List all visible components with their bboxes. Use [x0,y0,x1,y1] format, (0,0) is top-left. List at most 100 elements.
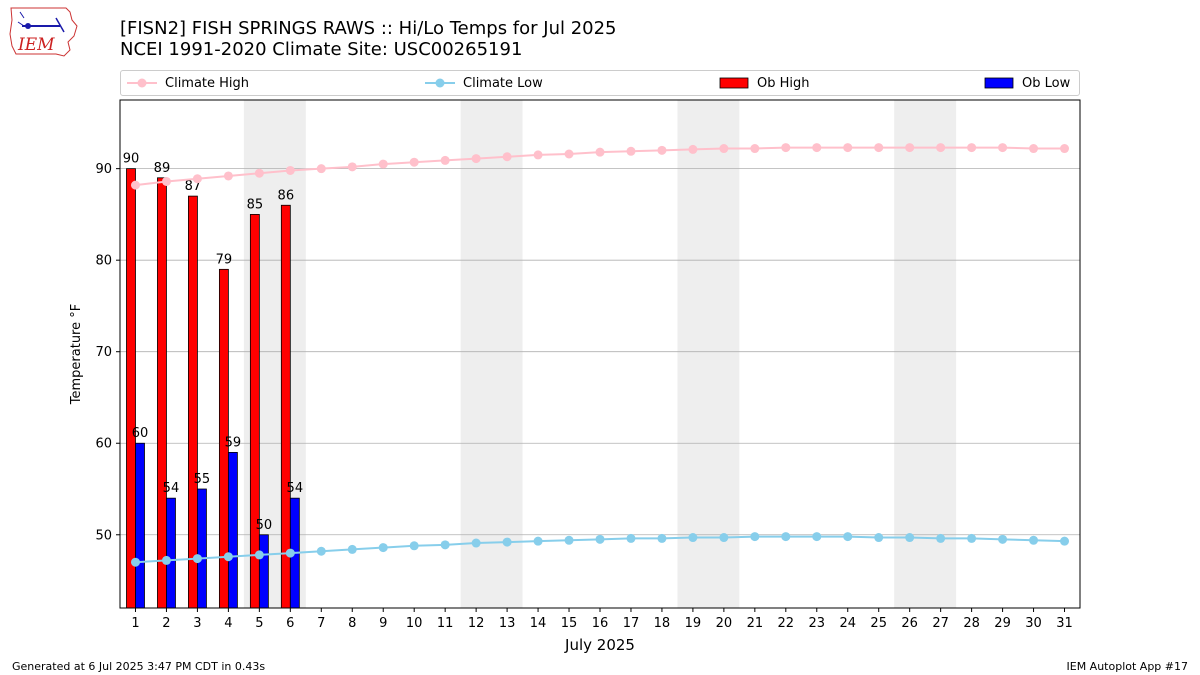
climate-low-point [781,532,791,542]
x-tick-label: 31 [1056,616,1073,631]
climate-low-point [843,532,853,542]
title-line-1: [FISN2] FISH SPRINGS RAWS :: Hi/Lo Temps… [120,18,617,39]
ob-high-label: 89 [154,161,171,176]
climate-high-point [750,144,760,154]
climate-low-point [347,544,357,554]
autoplot-app-note: IEM Autoplot App #17 [1066,660,1189,673]
climate-low-point [936,533,946,543]
y-tick-label: 90 [95,162,112,177]
x-tick-label: 2 [162,616,170,631]
climate-high-point [502,152,512,162]
ob-low-bar [227,451,238,609]
x-tick-label: 18 [654,616,671,631]
ob-low-label: 54 [163,481,180,496]
y-axis-label: Temperature °F [69,304,84,405]
x-tick-label: 5 [255,616,263,631]
climate-low-point [719,533,729,543]
x-tick-label: 15 [561,616,578,631]
climate-high-point [378,159,388,169]
climate-high-point [285,165,295,175]
x-tick-label: 20 [716,616,733,631]
climate-low-point [750,532,760,542]
x-tick-label: 24 [839,616,856,631]
climate-high-point [130,180,140,190]
climate-high-point [254,168,264,178]
climate-low-point [1029,535,1039,545]
climate-high-point [595,147,605,157]
climate-low-point [595,534,605,544]
x-tick-label: 6 [286,616,294,631]
climate-high-point [905,143,915,153]
climate-low-point [874,533,884,543]
ob-low-bar [166,497,176,609]
ob-high-bar [126,168,136,609]
x-tick-label: 3 [193,616,201,631]
x-axis-label: July 2025 [564,636,635,654]
ob-high-label: 79 [216,252,233,267]
climate-low-point [905,533,915,543]
climate-high-point [657,145,667,155]
climate-high-point [440,155,450,165]
x-tick-label: 29 [994,616,1011,631]
climate-low-point [626,533,636,543]
ob-high-label: 85 [247,197,264,212]
legend-ob-low: Ob Low [984,71,1070,95]
climate-low-point [502,537,512,547]
climate-low-point [688,533,698,543]
climate-high-point [1060,144,1070,154]
climate-high-point [626,146,636,156]
x-tick-label: 13 [499,616,516,631]
climate-high-point [812,143,822,153]
chart-legend: Climate High Climate Low Ob High Ob Low [120,70,1080,96]
ob-low-bar [197,488,207,609]
climate-high-point [688,144,698,154]
weekend-shade [677,100,740,608]
climate-high-point [409,157,419,167]
x-tick-label: 22 [778,616,795,631]
climate-high-point [967,143,977,153]
x-tick-label: 23 [809,616,826,631]
legend-climate-high: Climate High [127,71,249,95]
logo-text: IEM [17,35,55,55]
y-tick-label: 70 [95,345,112,360]
x-tick-label: 17 [623,616,640,631]
climate-high-point [347,162,357,172]
climate-low-point [812,532,822,542]
ob-low-label: 60 [132,426,149,441]
y-tick-label: 60 [95,437,112,452]
y-tick-label: 80 [95,254,112,269]
legend-ob-high-label: Ob High [757,75,810,91]
climate-low-point [161,555,171,565]
climate-low-point [316,546,326,556]
ob-high-label: 90 [123,152,140,167]
x-tick-label: 21 [747,616,764,631]
title-line-2: NCEI 1991-2020 Climate Site: USC00265191 [120,39,523,60]
climate-low-point [192,554,202,564]
climate-high-point [564,149,574,159]
climate-low-point [471,538,481,548]
climate-low-point [967,533,977,543]
climate-high-point [998,143,1008,153]
climate-high-line-icon [127,78,157,88]
climate-high-point [843,143,853,153]
x-tick-label: 30 [1025,616,1042,631]
climate-low-point [254,550,264,560]
climate-low-point [657,533,667,543]
climate-high-point [936,143,946,153]
climate-low-point [564,535,574,545]
x-tick-label: 1 [131,616,139,631]
x-tick-label: 27 [932,616,949,631]
ob-low-label: 54 [287,481,304,496]
ob-low-bar [258,534,269,609]
weekend-shade [894,100,957,608]
climate-high-point [781,143,791,153]
climate-high-point [719,144,729,154]
y-tick-label: 50 [95,528,112,543]
climate-low-point [1060,536,1070,546]
ob-low-bar [135,442,145,609]
climate-high-point [316,164,326,174]
legend-ob-high: Ob High [719,71,810,95]
x-tick-label: 19 [685,616,702,631]
climate-low-point [440,540,450,550]
